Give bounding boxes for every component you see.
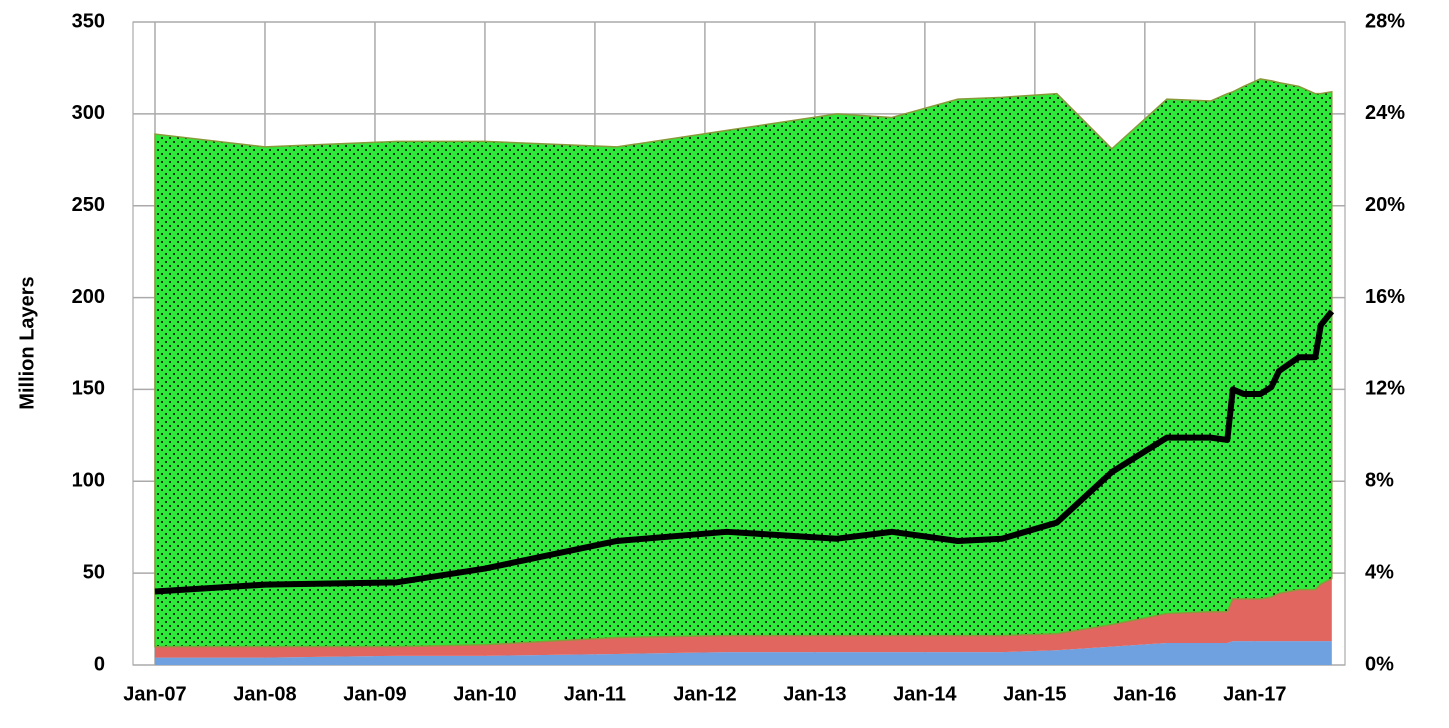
stacked-area [154,641,1332,665]
x-tick-label: Jan-15 [1003,683,1066,705]
y2-tick-label: 24% [1365,102,1405,124]
y2-tick-label: 16% [1365,286,1405,308]
x-tick-label: Jan-17 [1223,683,1286,705]
y-tick-label: 350 [72,10,105,32]
y2-tick-label: 0% [1365,653,1394,675]
y2-tick-label: 8% [1365,470,1394,492]
y2-tick-label: 20% [1365,194,1405,216]
y-tick-label: 50 [83,561,105,583]
x-tick-label: Jan-13 [783,683,846,705]
y2-tick-label: 12% [1365,378,1405,400]
x-tick-label: Jan-10 [453,683,516,705]
y2-tick-label: 28% [1365,10,1405,32]
stacked-area [154,578,1332,658]
y-tick-label: 0 [94,653,105,675]
y-axis-label: Million Layers [16,276,38,409]
y2-tick-label: 4% [1365,561,1394,583]
x-tick-label: Jan-07 [123,683,186,705]
stacked-area [154,78,1333,648]
y-tick-label: 300 [72,102,105,124]
x-tick-label: Jan-11 [564,683,626,705]
x-tick-label: Jan-09 [343,683,406,705]
ratio-line [154,309,1335,595]
y-tick-label: 250 [72,194,105,216]
y-tick-label: 200 [72,286,105,308]
y-tick-label: 150 [72,378,105,400]
x-tick-label: Jan-16 [1113,683,1176,705]
y-tick-label: 100 [72,470,105,492]
x-tick-label: Jan-14 [893,683,957,705]
x-tick-label: Jan-12 [673,683,736,705]
x-tick-label: Jan-08 [233,683,296,705]
